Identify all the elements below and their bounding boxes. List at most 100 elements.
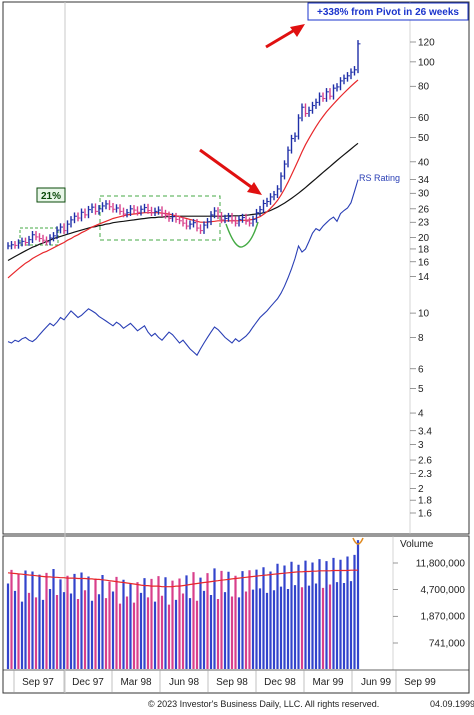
price-bar	[248, 217, 252, 227]
price-bar	[122, 207, 126, 218]
price-bar	[126, 208, 130, 218]
price-bar	[273, 190, 277, 201]
price-bar	[178, 215, 182, 225]
price-bar	[168, 211, 172, 222]
cup-handle-arc	[225, 221, 259, 248]
x-tick-label: Mar 99	[312, 677, 344, 688]
x-tick-label: Mar 98	[120, 677, 152, 688]
rs-rating-label: RS Rating	[359, 173, 400, 183]
price-tick-label: 5	[418, 384, 424, 395]
price-bar	[290, 134, 294, 154]
volume-average-path	[7, 569, 358, 588]
price-bar	[224, 214, 228, 224]
x-tick-label: Jun 98	[169, 677, 199, 688]
price-tick-label: 80	[418, 82, 430, 93]
volume-tick-label: 1,870,000	[421, 612, 466, 623]
x-tick-label: Dec 98	[264, 677, 296, 688]
price-bar	[129, 205, 133, 217]
ma-long-line	[7, 142, 359, 262]
price-tick-label: 2	[418, 484, 424, 495]
price-bar	[112, 203, 116, 213]
price-bar	[70, 216, 74, 228]
price-bar	[297, 114, 301, 140]
price-bar	[73, 212, 77, 224]
price-tick-label: 16	[418, 257, 430, 268]
price-bar	[192, 218, 196, 228]
price-tick-label: 14	[418, 272, 430, 283]
price-bar	[238, 215, 242, 227]
ma_long-path	[7, 142, 359, 262]
price-bar	[343, 74, 347, 85]
price-bar	[336, 83, 340, 92]
price-bar	[269, 193, 273, 205]
price-tick-label: 30	[418, 189, 430, 200]
price-bar	[241, 213, 245, 223]
price-bar	[38, 233, 42, 242]
price-bar	[287, 146, 291, 168]
price-tick-label: 10	[418, 309, 430, 320]
price-bar	[66, 220, 70, 234]
price-bar	[220, 212, 224, 224]
price-bar	[294, 132, 298, 142]
price-bar	[346, 72, 350, 82]
price-bar	[308, 106, 312, 117]
price-bar	[164, 209, 168, 219]
price-bar	[350, 68, 354, 80]
price-bar	[7, 242, 11, 250]
price-bar	[245, 213, 249, 225]
x-tick-labels: Sep 97 Dec 97 Mar 98 Jun 98 Sep 98 Dec 98 Mar …	[13, 670, 436, 693]
price-bar	[136, 206, 140, 216]
price-bar	[227, 212, 231, 222]
price-bar	[154, 207, 158, 217]
price-bar	[84, 208, 88, 219]
price-bar	[52, 232, 56, 242]
price-bar	[210, 211, 214, 226]
price-bar	[213, 207, 217, 219]
volume-grid	[393, 562, 398, 644]
copyright-text: © 2023 Investor's Business Daily, LLC. A…	[148, 699, 379, 709]
price-bar	[283, 160, 287, 180]
rs_line-path	[7, 179, 359, 357]
price-bar	[262, 199, 266, 214]
price-bar	[115, 204, 119, 213]
price-bar	[161, 206, 165, 217]
price-bar	[332, 84, 336, 100]
price-bar	[24, 237, 28, 246]
volume-title: Volume	[400, 539, 434, 550]
x-tick-label: Sep 98	[216, 677, 248, 688]
price-tick-label: 34	[418, 175, 430, 186]
price-bar	[304, 103, 308, 117]
volume-peak-marker	[352, 537, 364, 545]
price-tick-label: 60	[418, 113, 430, 124]
price-bar	[140, 205, 144, 216]
price-bar	[14, 241, 18, 249]
price-grid	[410, 41, 416, 514]
price-tick-label: 6	[418, 364, 424, 375]
x-tick-label: Sep 99	[404, 677, 436, 688]
price-tick-label: 23	[418, 218, 430, 229]
price-bar	[252, 215, 256, 227]
volume-tick-label: 4,700,000	[421, 585, 466, 596]
price-bar	[322, 92, 326, 102]
price-tick-label: 100	[418, 57, 435, 68]
price-tick-label: 1.8	[418, 496, 432, 507]
prior-gain-label: 21%	[41, 191, 61, 202]
price-bar	[56, 226, 60, 240]
volume-tick-label: 741,000	[429, 639, 466, 650]
price-bar	[217, 207, 221, 220]
price-bar	[234, 216, 238, 227]
price-bar	[28, 235, 32, 246]
price-bar	[45, 236, 49, 246]
price-bar	[35, 231, 39, 241]
price-tick-label: 120	[418, 38, 435, 49]
price-bar	[231, 212, 235, 224]
price-tick-label: 2.6	[418, 456, 432, 467]
price-bar	[133, 205, 137, 214]
price-bar	[98, 205, 102, 215]
price-bar	[59, 223, 63, 234]
price-bar	[196, 218, 200, 232]
arrow-top	[265, 24, 305, 49]
price-bar	[266, 197, 270, 207]
